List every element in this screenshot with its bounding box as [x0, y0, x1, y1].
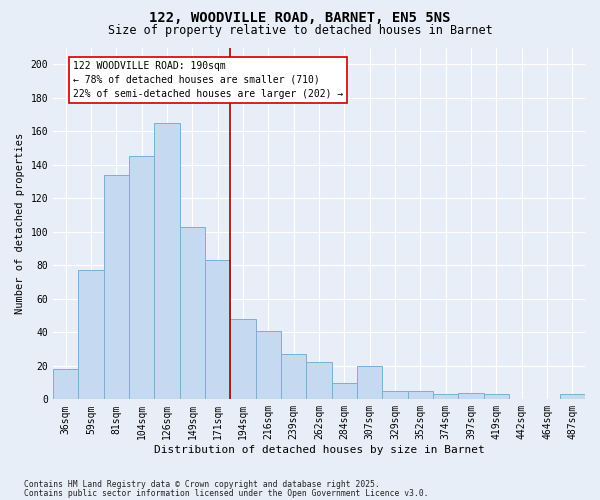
Bar [230, 319, 256, 400]
Text: Size of property relative to detached houses in Barnet: Size of property relative to detached ho… [107, 24, 493, 37]
Y-axis label: Number of detached properties: Number of detached properties [15, 133, 25, 314]
Bar [357, 366, 382, 400]
Bar [382, 391, 407, 400]
Text: 122 WOODVILLE ROAD: 190sqm
← 78% of detached houses are smaller (710)
22% of sem: 122 WOODVILLE ROAD: 190sqm ← 78% of deta… [73, 61, 344, 99]
Bar [433, 394, 458, 400]
Text: 122, WOODVILLE ROAD, BARNET, EN5 5NS: 122, WOODVILLE ROAD, BARNET, EN5 5NS [149, 11, 451, 25]
X-axis label: Distribution of detached houses by size in Barnet: Distribution of detached houses by size … [154, 445, 484, 455]
Bar [129, 156, 154, 400]
Bar [104, 175, 129, 400]
Bar [53, 369, 79, 400]
Bar [458, 392, 484, 400]
Bar [79, 270, 104, 400]
Bar [256, 330, 281, 400]
Bar [484, 394, 509, 400]
Bar [154, 123, 179, 400]
Text: Contains public sector information licensed under the Open Government Licence v3: Contains public sector information licen… [24, 488, 428, 498]
Bar [307, 362, 332, 400]
Bar [179, 227, 205, 400]
Bar [205, 260, 230, 400]
Bar [407, 391, 433, 400]
Text: Contains HM Land Registry data © Crown copyright and database right 2025.: Contains HM Land Registry data © Crown c… [24, 480, 380, 489]
Bar [281, 354, 307, 400]
Bar [332, 382, 357, 400]
Bar [560, 394, 585, 400]
